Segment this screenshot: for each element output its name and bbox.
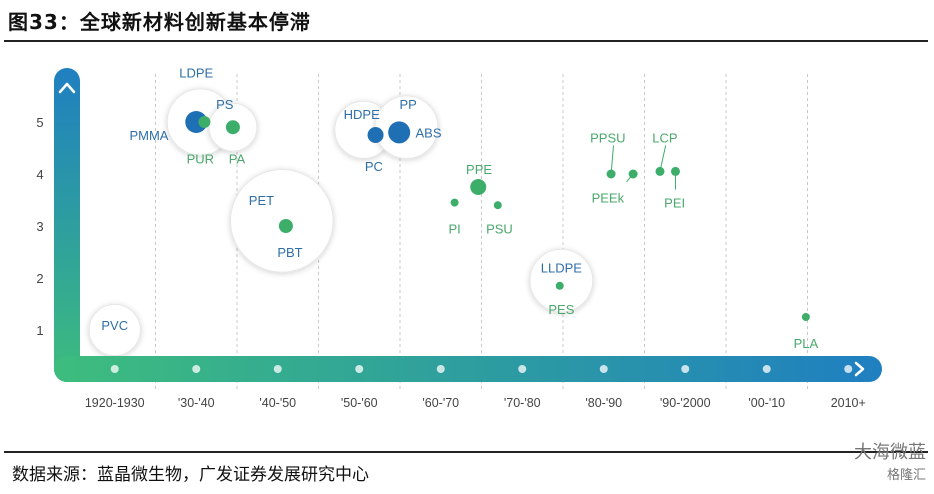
y-tick-4: 4 xyxy=(36,167,43,182)
axes xyxy=(54,68,882,382)
x-tick-5: '70-'80 xyxy=(504,396,541,410)
point-ppe xyxy=(470,179,487,195)
point-lldpe xyxy=(555,281,564,290)
label-ps: PS xyxy=(216,97,234,112)
connector-1 xyxy=(659,145,667,172)
era-dot-3 xyxy=(355,365,364,373)
era-dot-7 xyxy=(681,365,690,373)
top-rule xyxy=(4,40,928,42)
label-pi: PI xyxy=(448,222,460,237)
label-pei: PEI xyxy=(664,196,685,211)
label-pes: PES xyxy=(548,302,574,317)
era-dot-9 xyxy=(844,365,853,373)
y-tick-2: 2 xyxy=(36,271,43,286)
point-pmma xyxy=(185,111,208,133)
label-ppsu: PPSU xyxy=(590,131,625,146)
x-tick-2: '40-'50 xyxy=(259,396,296,410)
point-pla xyxy=(801,313,810,321)
label-abs: ABS xyxy=(416,125,442,140)
label-hdpe: HDPE xyxy=(344,107,380,122)
y-tick-1: 1 xyxy=(36,323,43,338)
label-pa: PA xyxy=(229,151,246,166)
figure-title: 图33：全球新材料创新基本停滞 xyxy=(8,10,311,34)
label-lldpe: LLDPE xyxy=(541,261,583,276)
label-pbt: PBT xyxy=(277,245,302,260)
point-pa xyxy=(225,120,240,135)
bottom-rule xyxy=(4,451,928,453)
point-pet xyxy=(278,219,293,233)
era-dot-5 xyxy=(518,365,527,373)
watermark: 大海微蓝 格隆汇 xyxy=(854,438,926,483)
label-pur: PUR xyxy=(187,151,214,166)
x-tick-1: '30-'40 xyxy=(178,396,215,410)
data-points xyxy=(185,111,810,321)
x-tick-7: '90-'2000 xyxy=(660,396,711,410)
label-psu: PSU xyxy=(486,222,513,237)
tick-labels: 1 2 3 4 5 1920-1930 '30-'40 '40-'50 '50-'60 '60-'… xyxy=(36,115,865,410)
era-dot-0 xyxy=(110,365,119,373)
figure-source: 数据来源：蓝晶微生物，广发证券发展研究中心 xyxy=(12,465,369,485)
watermark-line1: 大海微蓝 xyxy=(854,442,926,463)
x-tick-8: '00-'10 xyxy=(748,396,785,410)
label-pp: PP xyxy=(399,97,416,112)
era-dot-2 xyxy=(273,365,282,373)
label-pc: PC xyxy=(365,159,383,174)
label-peek: PEEk xyxy=(592,190,625,205)
label-pmma: PMMA xyxy=(129,128,168,143)
point-pi xyxy=(450,198,459,207)
y-axis-bar xyxy=(54,68,80,382)
watermark-line2: 格隆汇 xyxy=(886,468,926,483)
point-psu xyxy=(493,201,502,210)
x-tick-9: 2010+ xyxy=(831,396,866,410)
label-pla: PLA xyxy=(794,336,819,351)
era-dot-6 xyxy=(599,365,608,373)
point-pei xyxy=(670,166,680,176)
y-tick-3: 3 xyxy=(36,219,43,234)
x-axis-arrow-icon xyxy=(854,361,865,377)
x-tick-0: 1920-1930 xyxy=(85,396,145,410)
connector-0 xyxy=(610,145,615,175)
x-tick-6: '80-'90 xyxy=(585,396,622,410)
era-dot-1 xyxy=(192,365,201,373)
point-pur xyxy=(198,116,211,128)
label-ppe: PPE xyxy=(466,162,492,177)
point-pc xyxy=(367,127,384,143)
label-ldpe: LDPE xyxy=(179,66,213,81)
label-pvc: PVC xyxy=(101,318,128,333)
bubble-6 xyxy=(529,248,594,313)
bubble-0 xyxy=(88,303,141,357)
era-dot-8 xyxy=(762,365,771,373)
y-tick-5: 5 xyxy=(36,115,43,130)
label-pet: PET xyxy=(249,193,274,208)
connector-3 xyxy=(626,173,634,183)
y-axis-arrow-icon xyxy=(58,82,76,94)
era-dot-4 xyxy=(436,365,445,373)
point-abs xyxy=(388,121,411,144)
x-axis-bar xyxy=(54,356,882,382)
x-tick-3: '50-'60 xyxy=(341,396,378,410)
x-tick-4: '60-'70 xyxy=(422,396,459,410)
label-lcp: LCP xyxy=(652,131,677,146)
